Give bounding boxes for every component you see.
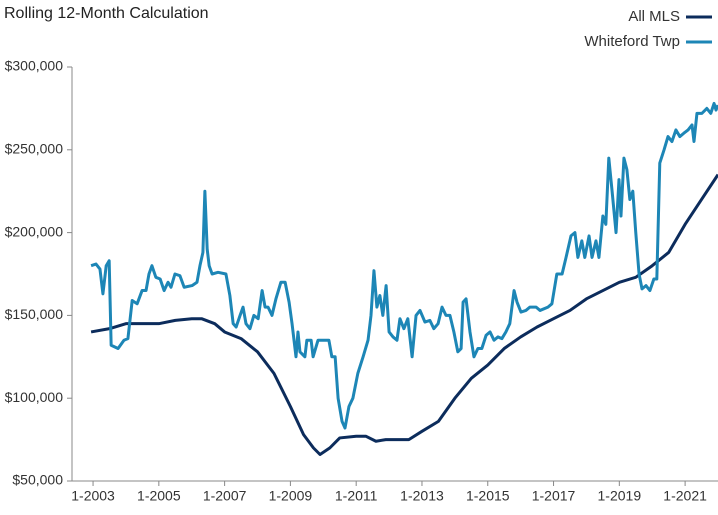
legend-label: All MLS <box>628 8 680 25</box>
y-tick-label: $200,000 <box>5 223 64 239</box>
y-tick-label: $100,000 <box>5 389 64 405</box>
y-tick-label: $150,000 <box>5 306 64 322</box>
series-line <box>90 101 718 430</box>
chart-title: Rolling 12-Month Calculation <box>4 5 209 22</box>
x-tick-label: 1-2019 <box>598 488 642 504</box>
x-tick-label: 1-2015 <box>466 488 510 504</box>
y-tick-label: $50,000 <box>12 472 63 488</box>
x-tick-label: 1-2009 <box>269 488 313 504</box>
x-tick-label: 1-2021 <box>663 488 707 504</box>
y-tick-label: $300,000 <box>5 58 64 74</box>
legend-label: Whiteford Twp <box>584 33 680 50</box>
series-line <box>90 173 718 456</box>
x-tick-label: 1-2005 <box>137 488 181 504</box>
x-tick-label: 1-2013 <box>400 488 444 504</box>
y-tick-label: $250,000 <box>5 141 64 157</box>
x-tick-label: 1-2003 <box>71 488 115 504</box>
x-tick-label: 1-2011 <box>335 488 378 504</box>
x-tick-label: 1-2007 <box>203 488 247 504</box>
x-tick-label: 1-2017 <box>532 488 576 504</box>
